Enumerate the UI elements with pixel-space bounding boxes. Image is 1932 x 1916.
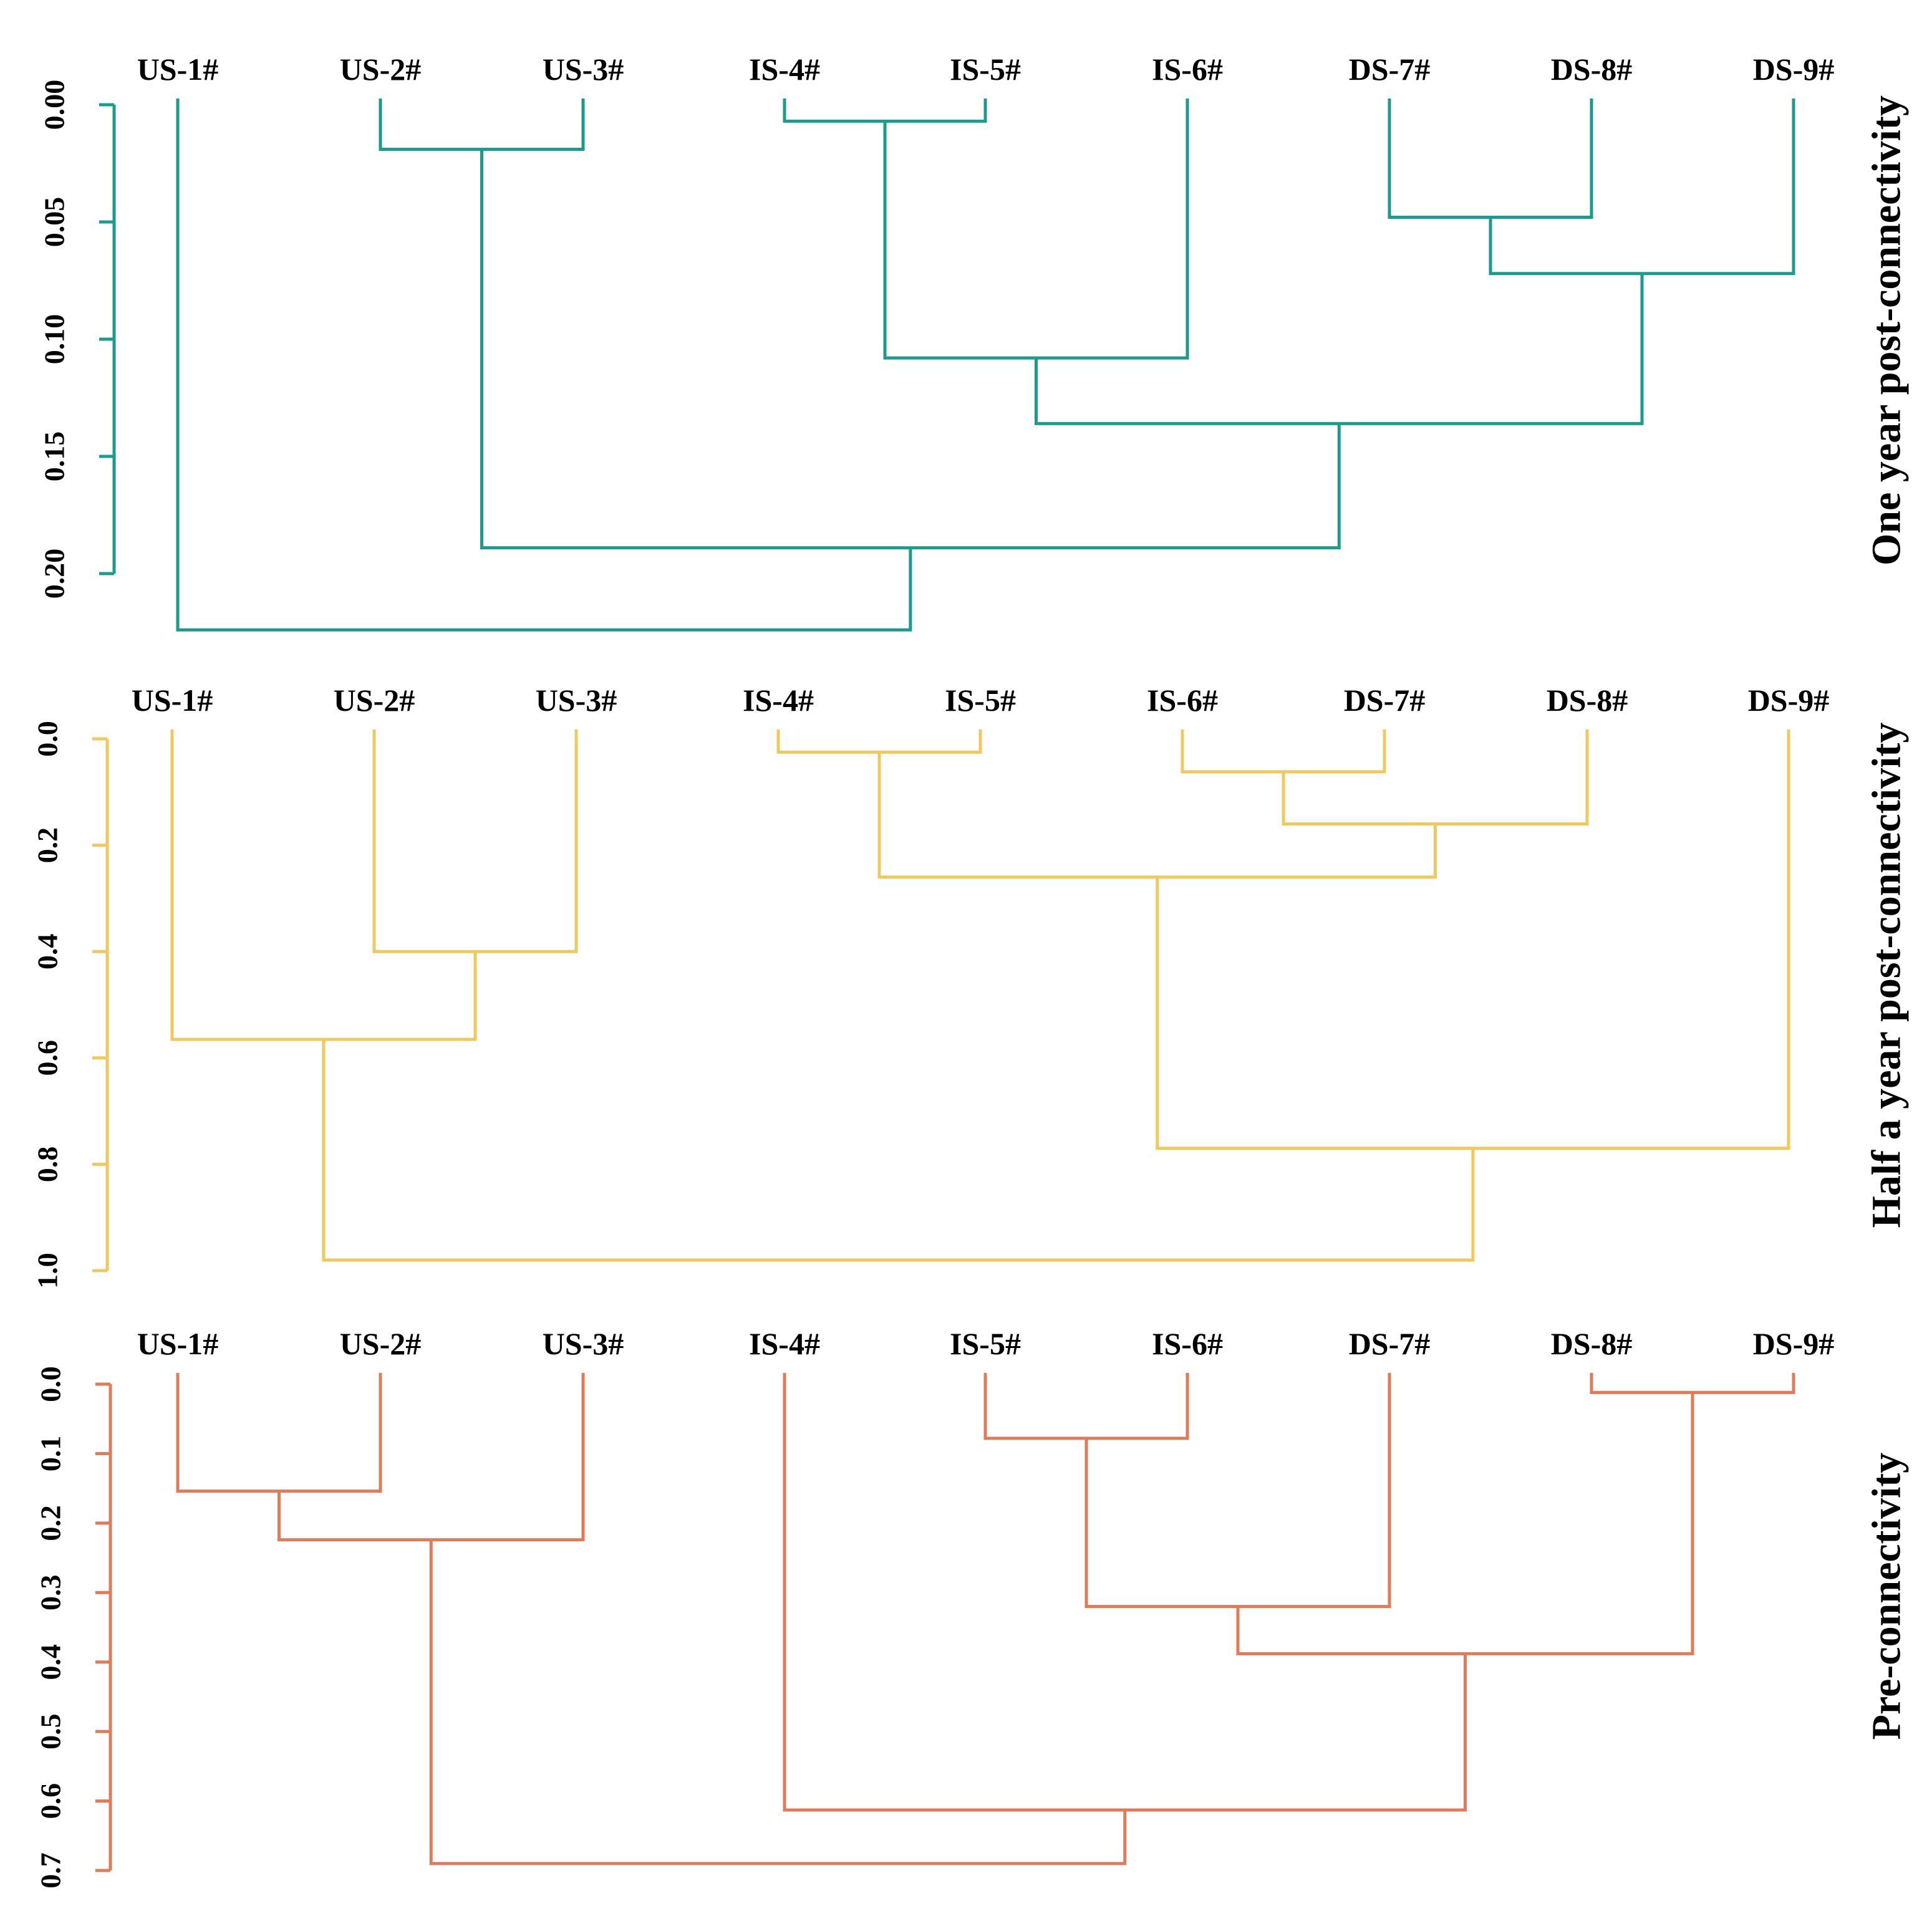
leaf-label: US-1# (132, 683, 213, 718)
y-tick-label: 0.20 (39, 549, 70, 599)
leaf-label: DS-9# (1748, 683, 1830, 718)
merge-link (176, 99, 912, 632)
y-tick-label: 0.10 (39, 314, 70, 365)
merge-link (1084, 1373, 1391, 1609)
merge-link (1388, 99, 1593, 219)
merge-link (1035, 273, 1644, 425)
leaf-label: IS-4# (743, 683, 814, 718)
y-tick-label: 0.6 (32, 1040, 64, 1076)
y-tick-label: 0.6 (35, 1783, 67, 1819)
y-tick-label: 0.4 (32, 933, 64, 970)
leaf-label: DS-9# (1753, 1326, 1835, 1361)
y-tick-label: 0.15 (39, 431, 70, 482)
merge-link (983, 1373, 1189, 1440)
y-tick-label: 1.0 (32, 1253, 64, 1289)
merge-link (1489, 99, 1795, 276)
merge-link (783, 99, 987, 123)
leaf-label: US-3# (543, 1326, 624, 1361)
leaf-label: DS-8# (1547, 683, 1628, 718)
y-tick-label: 0.2 (35, 1505, 67, 1541)
leaf-label: US-3# (543, 52, 624, 87)
merge-link (883, 99, 1189, 360)
leaf-label: IS-5# (950, 1326, 1021, 1361)
leaf-label: DS-7# (1349, 1326, 1431, 1361)
leaf-label: US-1# (137, 52, 219, 87)
y-tick-label: 0.8 (32, 1147, 64, 1183)
y-tick-label: 0.7 (35, 1852, 67, 1889)
dendrogram-panel-1: US-1# US-2# US-3# IS-4# IS-5# IS-6# DS-7# DS-8#… (39, 52, 1910, 632)
merge-link (176, 1373, 382, 1493)
y-tick-label: 0.00 (39, 80, 70, 130)
merge-link (1590, 1373, 1795, 1394)
leaf-label: DS-9# (1753, 52, 1835, 87)
panel-title: Half a year post-connectivity (1864, 723, 1910, 1228)
merge-link (429, 1539, 1127, 1865)
leaf-label: IS-5# (945, 683, 1016, 718)
merge-link (1181, 729, 1386, 774)
leaf-label: IS-4# (749, 52, 820, 87)
leaf-label: US-2# (334, 683, 415, 718)
dendrogram-panel-2: US-1# US-2# US-3# IS-4# IS-5# IS-6# DS-7# DS-8#… (32, 683, 1910, 1289)
leaf-label: IS-4# (749, 1326, 820, 1361)
leaf-label: DS-7# (1349, 52, 1431, 87)
leaf-label: US-3# (536, 683, 617, 718)
y-tick-label: 0.4 (35, 1644, 67, 1680)
y-tick-label: 0.05 (39, 197, 70, 248)
merge-link (322, 1039, 1475, 1262)
leaf-label: IS-6# (1152, 1326, 1223, 1361)
leaf-label: IS-6# (1147, 683, 1218, 718)
y-tick-label: 0.1 (35, 1436, 67, 1472)
leaf-label: US-2# (340, 1326, 422, 1361)
y-tick-label: 0.0 (35, 1366, 67, 1402)
merge-link (372, 729, 578, 953)
leaf-label: DS-8# (1551, 52, 1633, 87)
leaf-label: DS-7# (1344, 683, 1426, 718)
merge-link (170, 729, 477, 1041)
leaf-label: DS-8# (1551, 1326, 1633, 1361)
dendrogram-panel-3: US-1# US-2# US-3# IS-4# IS-5# IS-6# DS-7# DS-8#… (35, 1326, 1910, 1889)
y-tick-label: 0.2 (32, 827, 64, 864)
leaf-label: US-1# (137, 1326, 219, 1361)
y-tick-label: 0.0 (32, 721, 64, 757)
y-tick-label: 0.3 (35, 1575, 67, 1611)
merge-link (278, 1373, 585, 1542)
merge-link (776, 729, 982, 754)
merge-link (1156, 729, 1790, 1150)
panel-title: Pre-connectivity (1864, 1453, 1910, 1740)
leaf-label: IS-6# (1152, 52, 1223, 87)
y-tick-label: 0.5 (35, 1713, 67, 1750)
merge-link (1236, 1392, 1694, 1655)
panel-title: One year post-connectivity (1864, 95, 1910, 566)
merge-link (480, 149, 1341, 550)
merge-link (379, 99, 585, 151)
merge-link (1282, 729, 1589, 826)
leaf-label: IS-5# (950, 52, 1021, 87)
leaf-label: US-2# (340, 52, 422, 87)
